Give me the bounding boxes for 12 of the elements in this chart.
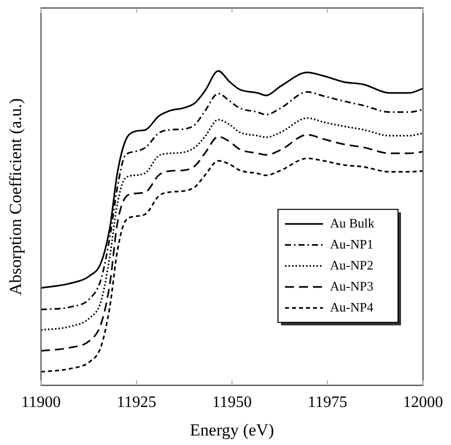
x-tick-label: 11900 <box>21 394 61 412</box>
x-tick-label: 11925 <box>116 394 156 412</box>
y-axis-title: Absorption Coefficient (a.u.) <box>6 98 25 296</box>
legend-label: Au-NP4 <box>330 299 374 314</box>
legend-label: Au-NP1 <box>330 236 374 252</box>
x-tick-label: 11950 <box>212 394 252 412</box>
legend-label: Au Bulk <box>330 215 375 230</box>
legend-label: Au-NP2 <box>330 257 374 272</box>
x-axis-title: Energy (eV) <box>190 420 274 440</box>
legend-label: Au-NP3 <box>330 278 374 294</box>
x-tick-label: 12000 <box>403 394 443 412</box>
x-tick-label: 11975 <box>308 394 348 412</box>
